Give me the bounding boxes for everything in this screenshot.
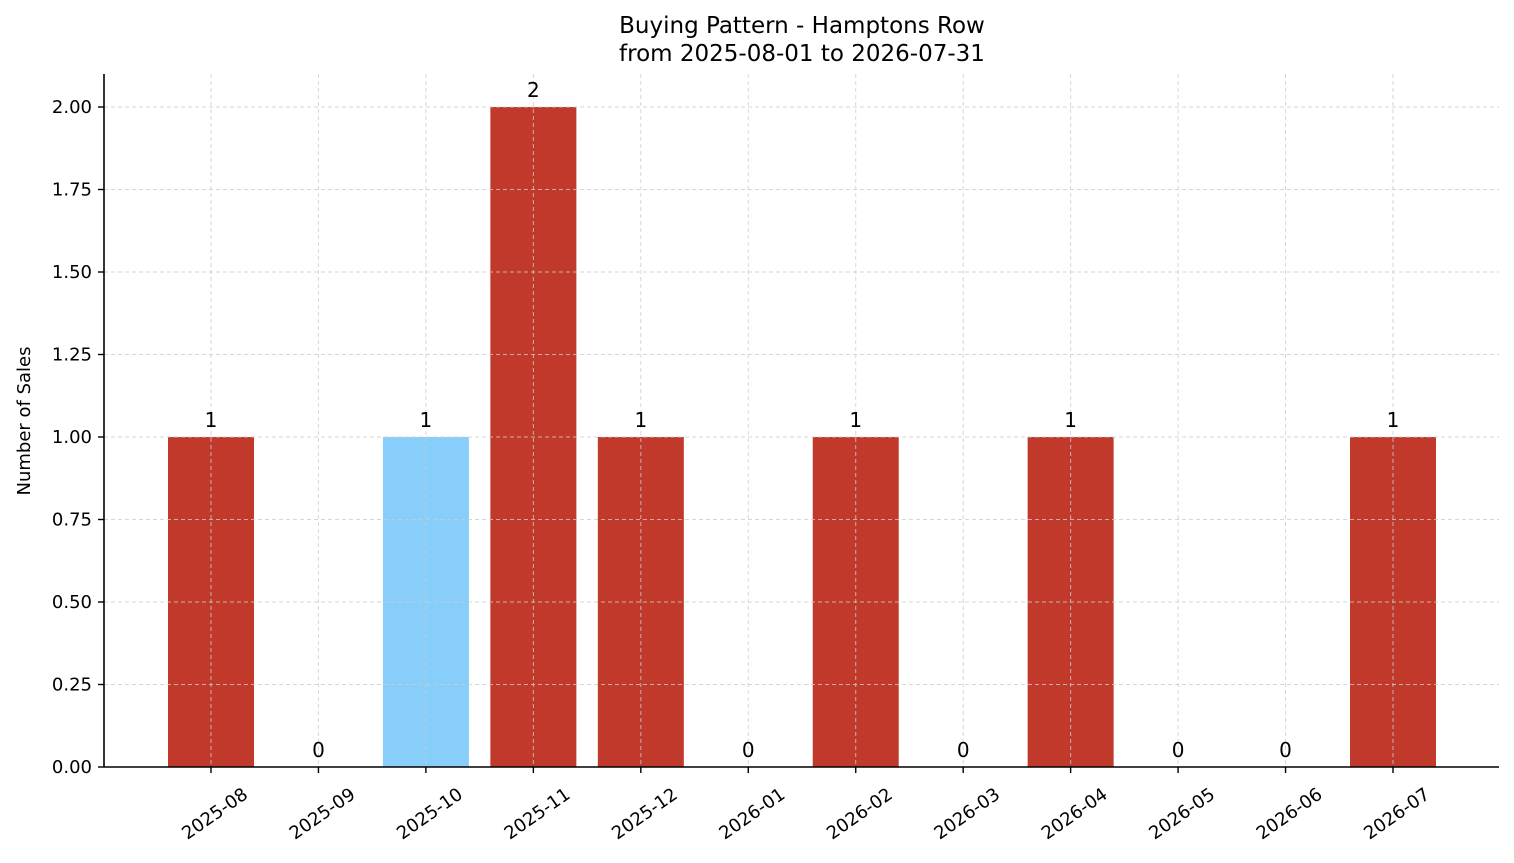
data-label-2026-04: 1 (1064, 408, 1077, 432)
y-tick-label-0: 0.00 (52, 757, 92, 778)
data-label-2025-08: 1 (205, 408, 218, 432)
data-label-2026-06: 0 (1279, 738, 1292, 762)
x-tick-label-2025-11: 2025-11 (501, 784, 575, 844)
data-labels: 1 0 1 2 1 0 1 0 1 0 0 1 (205, 78, 1400, 762)
x-tick-label-2025-10: 2025-10 (393, 784, 467, 844)
chart-title: Buying Pattern - Hamptons Row (619, 13, 985, 39)
x-tick-label-2025-09: 2025-09 (286, 784, 360, 844)
data-label-2026-02: 1 (849, 408, 862, 432)
y-tick-label-4: 1.00 (52, 427, 92, 448)
data-label-2026-03: 0 (957, 738, 970, 762)
x-tick-label-2026-04: 2026-04 (1038, 784, 1112, 844)
chart-subtitle: from 2025-08-01 to 2026-07-31 (619, 41, 985, 67)
data-label-2025-11: 2 (527, 78, 540, 102)
y-tick-label-7: 1.75 (52, 180, 92, 201)
data-label-2026-01: 0 (742, 738, 755, 762)
x-tick-label-2026-01: 2026-01 (715, 784, 789, 844)
x-tick-label-2026-03: 2026-03 (930, 784, 1004, 844)
y-tick-label-8: 2.00 (52, 97, 92, 118)
data-label-2025-10: 1 (420, 408, 433, 432)
y-tick-label-3: 0.75 (52, 510, 92, 531)
data-label-2026-05: 0 (1172, 738, 1185, 762)
y-tick-label-2: 0.50 (52, 592, 92, 613)
y-tick-label-6: 1.50 (52, 262, 92, 283)
y-axis-label: Number of Sales (14, 346, 35, 495)
data-label-2025-12: 1 (634, 408, 647, 432)
x-tick-label-2026-07: 2026-07 (1360, 784, 1434, 844)
x-tick-label-2026-06: 2026-06 (1253, 784, 1327, 844)
data-label-2026-07: 1 (1387, 408, 1400, 432)
y-tick-label-5: 1.25 (52, 345, 92, 366)
x-tick-label-2025-08: 2025-08 (178, 784, 252, 844)
x-tick-label-2025-12: 2025-12 (608, 784, 682, 844)
data-label-2025-09: 0 (312, 738, 325, 762)
grid (104, 74, 1499, 768)
x-tick-label-2026-02: 2026-02 (823, 784, 897, 844)
x-tick-label-2026-05: 2026-05 (1145, 784, 1219, 844)
y-tick-label-1: 0.25 (52, 675, 92, 696)
